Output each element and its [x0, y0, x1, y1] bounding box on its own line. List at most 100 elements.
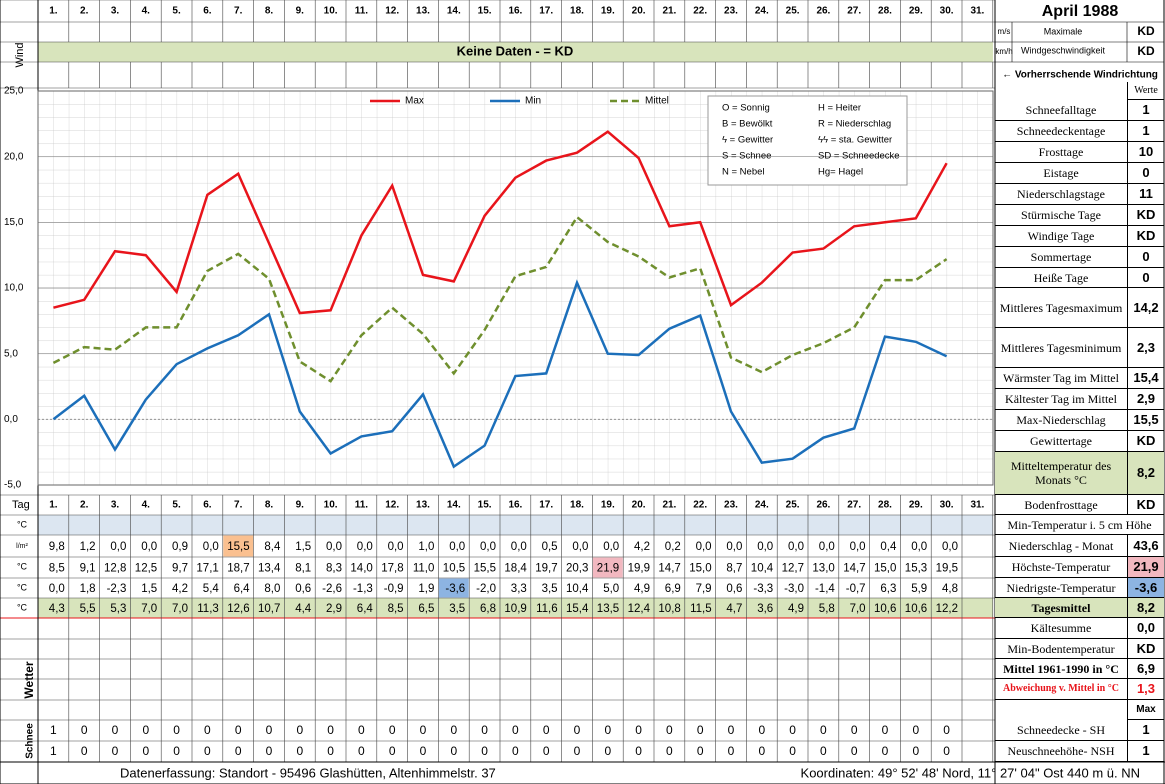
- y-tick-label: -5,0: [4, 480, 22, 491]
- day-label: 28.: [878, 500, 892, 511]
- day-label: 30.: [940, 6, 954, 17]
- cell-value: 6,8: [480, 603, 496, 615]
- day-label: 6.: [203, 500, 212, 511]
- cell-value: 21,9: [597, 563, 619, 575]
- cell-value: 6,4: [234, 583, 251, 595]
- cell-value: 4,7: [726, 603, 742, 615]
- cell-value: 12,2: [936, 603, 958, 615]
- stat-label: Heiße Tage: [995, 268, 1127, 288]
- cell-value: 0,0: [449, 541, 465, 553]
- no-data-bar: [38, 42, 993, 62]
- cell-value: 0: [112, 744, 119, 758]
- cell-value: 0: [358, 744, 365, 758]
- y-tick-label: 25,0: [4, 86, 24, 97]
- day-label: 23.: [724, 6, 738, 17]
- cell-value: 0: [912, 723, 919, 737]
- cell-value: 0: [789, 723, 796, 737]
- cell-value: 0: [481, 723, 488, 737]
- cell-value: 8,7: [726, 563, 742, 575]
- stat-label: Tagesmittel: [995, 598, 1127, 618]
- stat-label: Schneedecke - SH: [995, 720, 1127, 741]
- cell-highlight: [592, 557, 623, 578]
- cell-value: 0: [296, 723, 303, 737]
- cell-value: 12,8: [104, 563, 126, 575]
- day-label: 31.: [970, 6, 984, 17]
- cell-value: 1,0: [418, 541, 434, 553]
- day-label: 16.: [508, 500, 522, 511]
- stat-label: Windige Tage: [995, 226, 1127, 247]
- cell-value: 0: [327, 744, 334, 758]
- day-label: 9.: [296, 6, 305, 17]
- stat-value: 0,0: [1127, 618, 1164, 639]
- day-label: 19.: [601, 500, 615, 511]
- stat-value: 1: [1127, 100, 1164, 121]
- stat-label: Abweichung v. Mittel in °C: [995, 679, 1127, 700]
- cell-value: 15,5: [474, 563, 496, 575]
- cell-value: 0,0: [850, 541, 866, 553]
- cell-value: 8,5: [49, 563, 65, 575]
- y-tick-label: 10,0: [4, 283, 24, 294]
- day-label: 8.: [265, 500, 274, 511]
- cell-value: 18,4: [504, 563, 527, 575]
- stat-value: 15,4: [1127, 368, 1164, 389]
- day-label: 29.: [909, 500, 923, 511]
- row-label: Wetter: [22, 661, 36, 698]
- day-label: 3.: [111, 500, 120, 511]
- cell-value: 3,5: [542, 583, 558, 595]
- cell-value: -3,6: [445, 583, 465, 595]
- cell-value: 0,9: [172, 541, 188, 553]
- stat-label: Mittleres Tagesmaximum: [995, 288, 1127, 328]
- cell-value: 0: [389, 723, 396, 737]
- stat-label: Niederschlag - Monat: [995, 535, 1127, 557]
- stat-value: 2,3: [1127, 328, 1164, 368]
- day-label: 10.: [324, 500, 338, 511]
- cell-value: 0: [450, 723, 457, 737]
- cell-value: 0: [882, 723, 889, 737]
- stat-label: Stürmische Tage: [995, 205, 1127, 226]
- cell-value: 0,0: [49, 583, 65, 595]
- day-label: 8.: [265, 6, 274, 17]
- stat-label: Mittel 1961-1990 in °C: [995, 659, 1127, 679]
- day-label: 10.: [324, 6, 338, 17]
- cell-value: 0,2: [665, 541, 681, 553]
- day-label: 24.: [755, 500, 769, 511]
- cell-value: 0,0: [942, 541, 958, 553]
- cell-value: 0,6: [726, 583, 742, 595]
- stat-label: Niedrigste-Temperatur: [995, 578, 1127, 598]
- cell-value: 10,6: [905, 603, 927, 615]
- stat-value: 0: [1127, 163, 1164, 184]
- symbol-legend: ϟ = Gewitter: [722, 135, 773, 146]
- cell-value: 0,0: [511, 541, 527, 553]
- cell-value: 0,0: [726, 541, 742, 553]
- day-label: 25.: [786, 500, 800, 511]
- cell-value: 9,8: [49, 541, 65, 553]
- cell-value: 10,7: [258, 603, 280, 615]
- cell-value: 0,4: [880, 541, 897, 553]
- day-label: 4.: [142, 500, 151, 511]
- cell-value: 0,0: [819, 541, 835, 553]
- y-tick-label: 0,0: [4, 414, 18, 425]
- footer: Datenerfassung: Standort - 95496 Glashüt…: [120, 765, 496, 780]
- cell-value: 0: [820, 723, 827, 737]
- cell-value: 5,3: [110, 603, 126, 615]
- cell-value: 15,0: [874, 563, 896, 575]
- cell-value: 7,0: [850, 603, 866, 615]
- symbol-legend: ϟϟ = sta. Gewitter: [818, 135, 892, 146]
- cell-value: 6,3: [880, 583, 896, 595]
- cell-value: 11,0: [413, 563, 435, 575]
- day-label: 18.: [570, 6, 584, 17]
- cell-value: 10,5: [443, 563, 465, 575]
- symbol-legend: Hg= Hagel: [818, 167, 863, 178]
- cell-value: 15,4: [566, 603, 589, 615]
- cell-value: -3,0: [784, 583, 804, 595]
- cell-value: 11,6: [536, 603, 558, 615]
- day-label: 24.: [755, 6, 769, 17]
- cell-value: 3,6: [757, 603, 773, 615]
- cell-value: -1,4: [815, 583, 835, 595]
- cell-value: 0: [758, 744, 765, 758]
- symbol-legend: R = Niederschlag: [818, 119, 891, 130]
- day-label: 11.: [355, 500, 369, 511]
- cell-value: 6,5: [418, 603, 434, 615]
- cell-value: 0: [882, 744, 889, 758]
